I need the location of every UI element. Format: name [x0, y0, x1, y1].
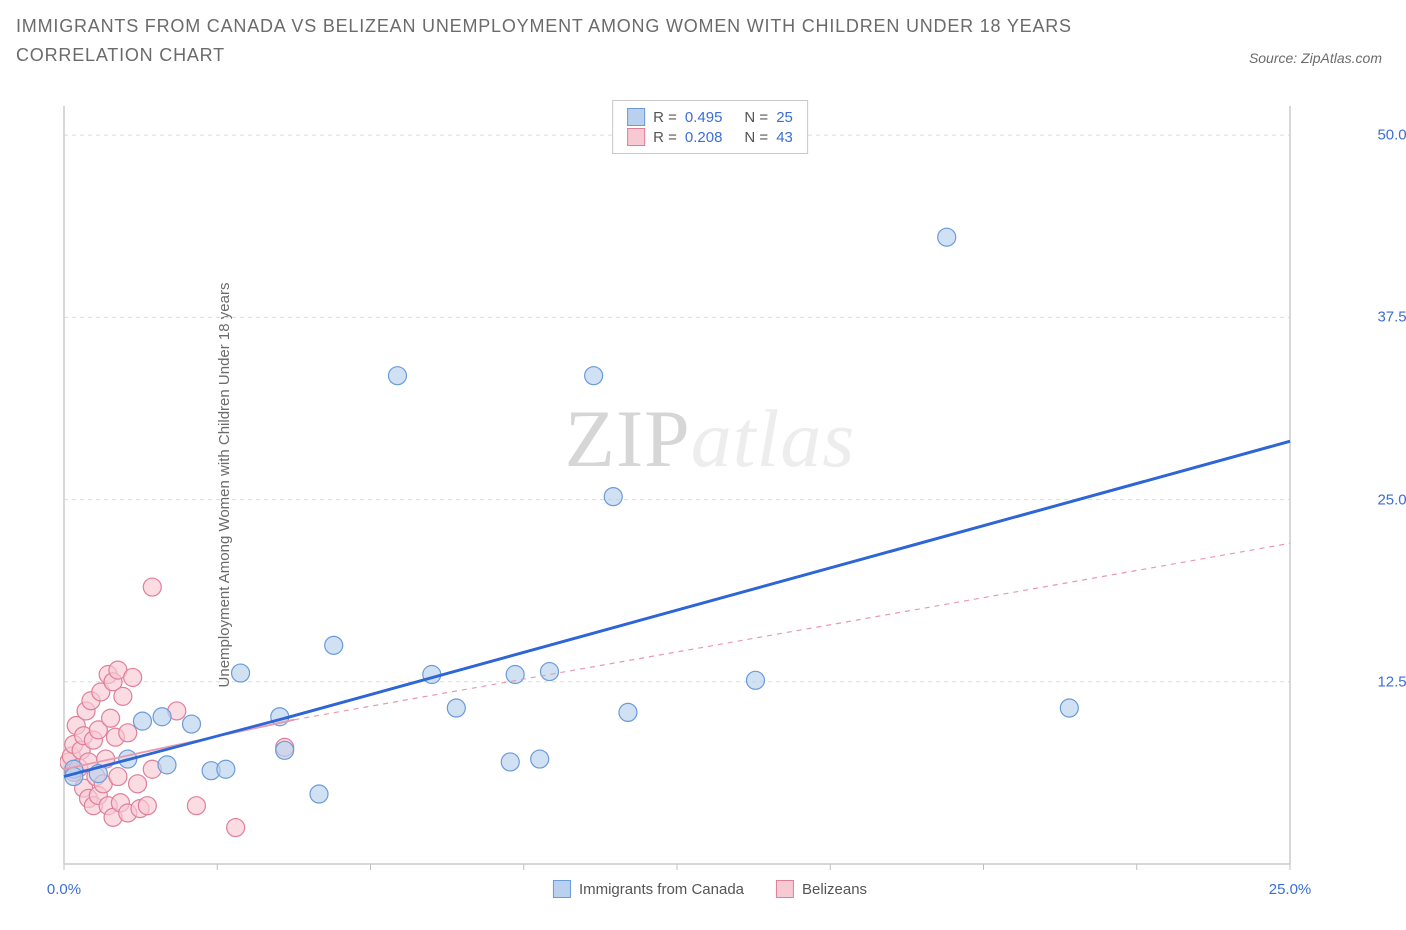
legend-series-label: Immigrants from Canada — [579, 881, 744, 898]
legend-bottom: Immigrants from Canada Belizeans — [553, 880, 867, 898]
legend-r-value: 0.495 — [685, 109, 723, 126]
y-tick-label: 37.5% — [1377, 309, 1406, 326]
legend-r-label: R = — [653, 109, 677, 126]
source-label: Source: ZipAtlas.com — [1249, 50, 1382, 66]
y-tick-label: 25.0% — [1377, 491, 1406, 508]
legend-swatch — [776, 880, 794, 898]
legend-n-value: 25 — [776, 109, 793, 126]
legend-n-label: N = — [744, 129, 768, 146]
x-tick-label: 0.0% — [47, 881, 81, 898]
legend-series-label: Belizeans — [802, 881, 867, 898]
legend-top: R = 0.495 N = 25 R = 0.208 N = 43 — [612, 100, 808, 154]
legend-n-value: 43 — [776, 129, 793, 146]
chart-area: Unemployment Among Women with Children U… — [60, 100, 1360, 870]
legend-swatch — [553, 880, 571, 898]
y-tick-label: 50.0% — [1377, 127, 1406, 144]
legend-r-label: R = — [653, 129, 677, 146]
x-tick-label: 25.0% — [1269, 881, 1312, 898]
legend-top-row: R = 0.208 N = 43 — [627, 127, 793, 147]
scatter-plot — [60, 100, 1360, 870]
legend-n-label: N = — [744, 109, 768, 126]
legend-swatch — [627, 108, 645, 126]
legend-swatch — [627, 128, 645, 146]
legend-r-value: 0.208 — [685, 129, 723, 146]
legend-bottom-item: Belizeans — [776, 880, 867, 898]
legend-top-row: R = 0.495 N = 25 — [627, 107, 793, 127]
y-tick-label: 12.5% — [1377, 673, 1406, 690]
chart-title: IMMIGRANTS FROM CANADA VS BELIZEAN UNEMP… — [16, 12, 1206, 70]
legend-bottom-item: Immigrants from Canada — [553, 880, 744, 898]
